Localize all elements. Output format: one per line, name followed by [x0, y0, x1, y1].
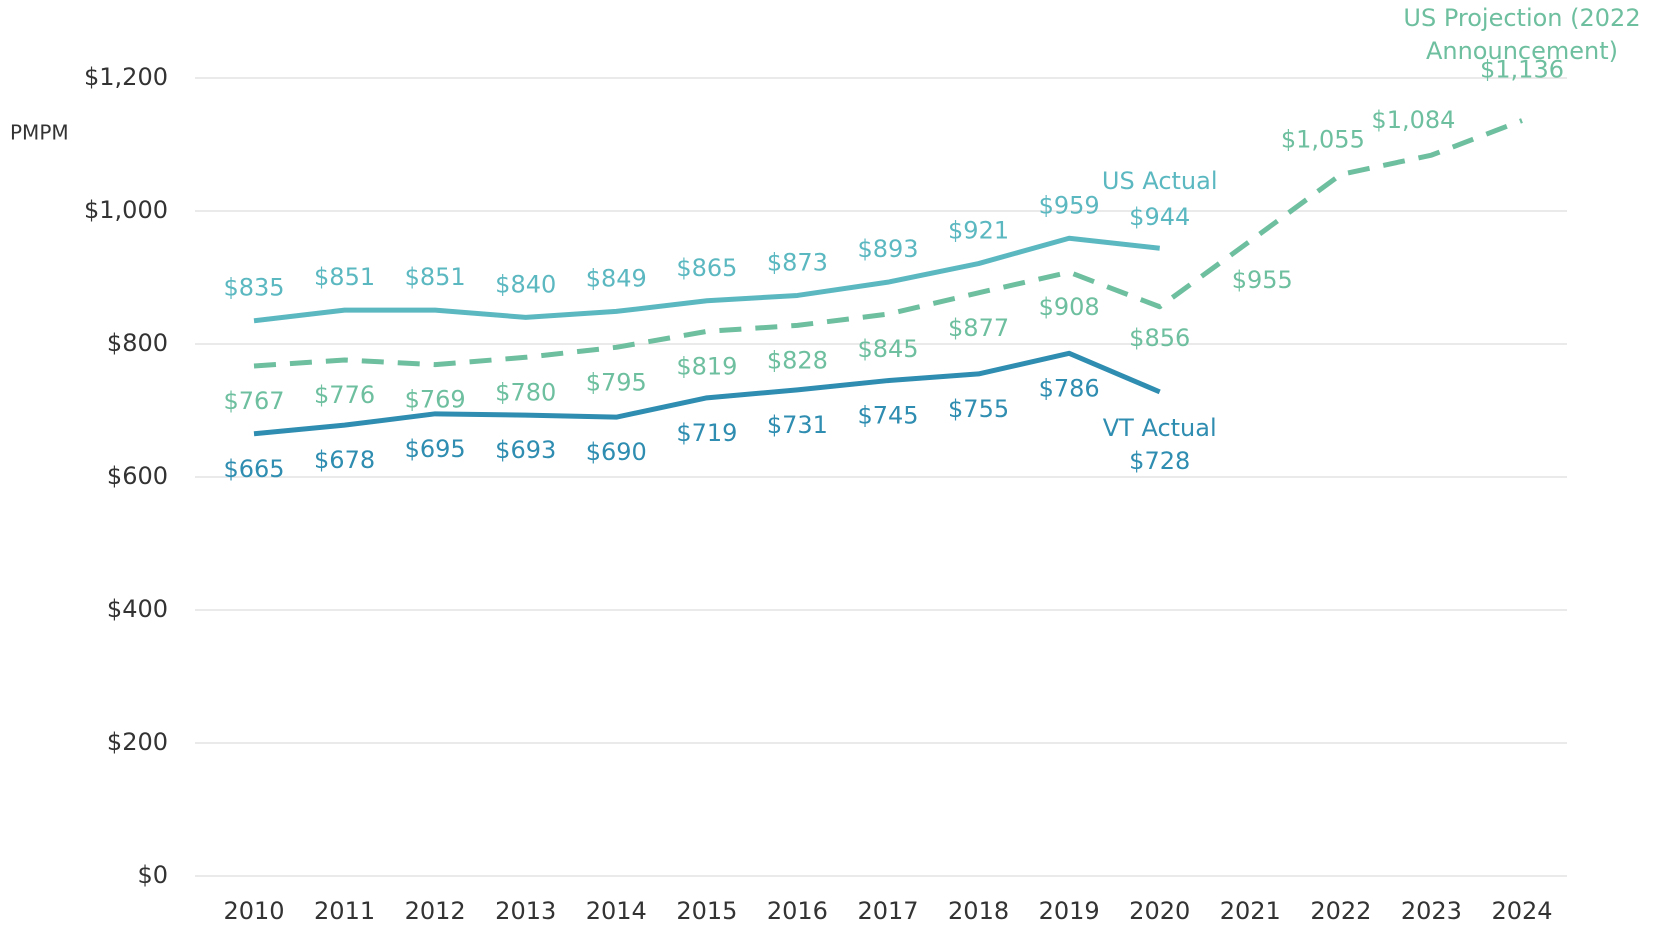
data-label: $828 [767, 346, 828, 374]
data-label: $835 [223, 274, 284, 302]
x-tick-label: 2021 [1220, 897, 1281, 925]
series-name: VT Actual [1102, 413, 1217, 442]
data-label: $877 [948, 314, 1009, 342]
data-label: $1,136 [1480, 56, 1564, 84]
series-name: US Actual [1101, 167, 1218, 196]
data-label: $1,084 [1371, 106, 1455, 134]
x-tick-label: 2013 [495, 897, 556, 925]
x-tick-label: 2019 [1039, 897, 1100, 925]
x-tick-label: 2016 [767, 897, 828, 925]
data-label: $728 [1129, 447, 1190, 475]
data-label: $745 [857, 402, 918, 430]
data-label: $1,055 [1281, 125, 1365, 153]
data-label: $845 [857, 335, 918, 363]
y-axis-label: PMPM [10, 121, 69, 145]
data-label: $665 [223, 455, 284, 483]
series-name: US Projection (2022 Announcement) [1403, 4, 1641, 65]
data-label: $695 [405, 435, 466, 463]
data-label: $719 [676, 419, 737, 447]
data-label: $851 [405, 263, 466, 291]
x-tick-label: 2018 [948, 897, 1009, 925]
data-label: $959 [1039, 191, 1100, 219]
y-tick-label: $400 [107, 595, 168, 623]
x-tick-label: 2011 [314, 897, 375, 925]
x-tick-label: 2010 [223, 897, 284, 925]
y-tick-label: $0 [137, 861, 168, 889]
data-label: $908 [1039, 293, 1100, 321]
data-label: $873 [767, 248, 828, 276]
data-label: $944 [1129, 203, 1190, 231]
data-label: $819 [676, 352, 737, 380]
data-label: $776 [314, 381, 375, 409]
x-tick-label: 2024 [1491, 897, 1552, 925]
data-label: $786 [1039, 374, 1100, 402]
x-tick-label: 2023 [1401, 897, 1462, 925]
y-tick-label: $1,000 [84, 196, 168, 224]
x-tick-label: 2014 [586, 897, 647, 925]
data-label: $678 [314, 446, 375, 474]
y-tick-label: $200 [107, 728, 168, 756]
data-label: $856 [1129, 324, 1190, 352]
data-label: $921 [948, 217, 1009, 245]
data-label: $690 [586, 438, 647, 466]
data-label: $795 [586, 368, 647, 396]
y-tick-label: $600 [107, 462, 168, 490]
data-label: $780 [495, 378, 556, 406]
x-tick-label: 2017 [857, 897, 918, 925]
data-label: $955 [1232, 266, 1293, 294]
data-label: $849 [586, 264, 647, 292]
x-tick-label: 2020 [1129, 897, 1190, 925]
series-line [253, 235, 1160, 324]
data-label: $840 [495, 270, 556, 298]
x-tick-label: 2015 [676, 897, 737, 925]
y-tick-label: $1,200 [84, 63, 168, 91]
data-label: $851 [314, 263, 375, 291]
data-label: $755 [948, 395, 1009, 423]
x-tick-label: 2022 [1310, 897, 1371, 925]
data-label: $693 [495, 436, 556, 464]
y-tick-label: $800 [107, 329, 168, 357]
series-line [253, 350, 1161, 437]
data-label: $865 [676, 254, 737, 282]
data-label: $731 [767, 411, 828, 439]
data-label: $767 [223, 387, 284, 415]
data-label: $769 [405, 386, 466, 414]
x-tick-label: 2012 [405, 897, 466, 925]
data-label: $893 [857, 235, 918, 263]
